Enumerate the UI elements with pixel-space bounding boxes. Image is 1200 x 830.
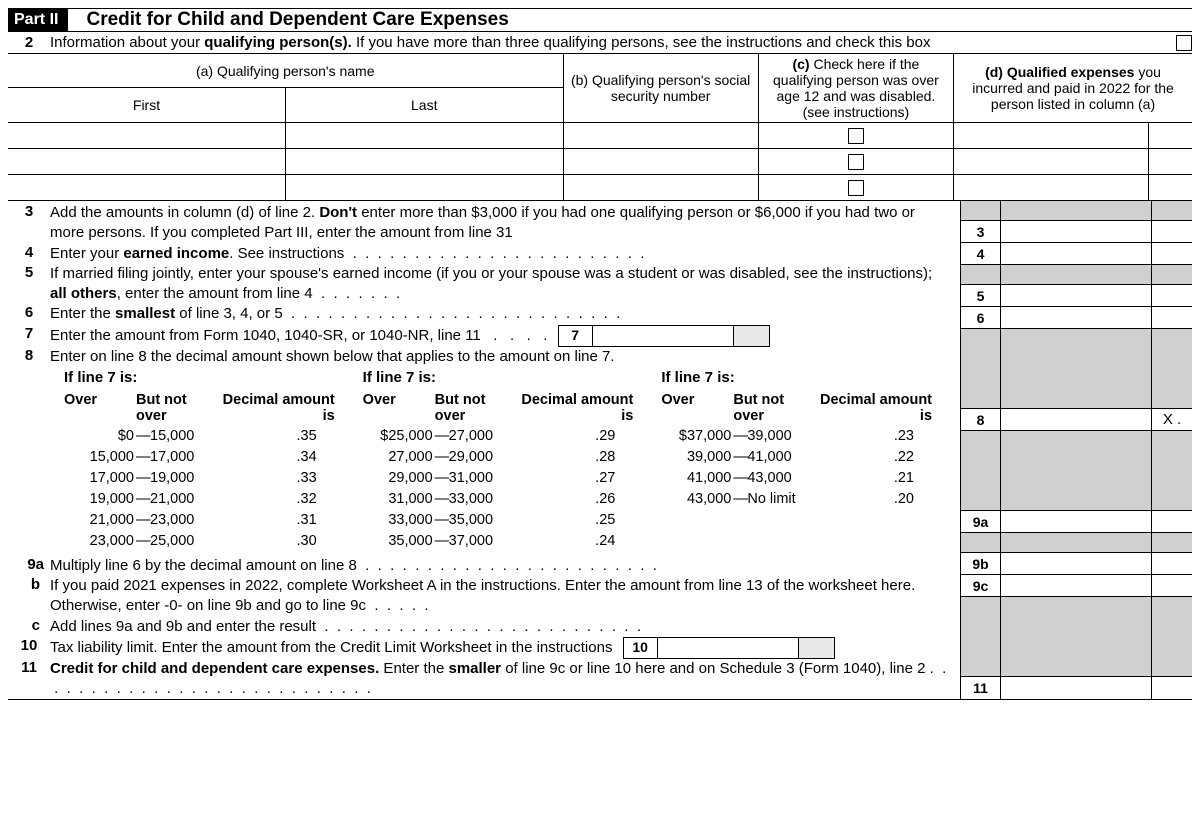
decimal-row: 35,000—37,000.24 xyxy=(363,531,644,552)
decimal-row: 27,000—29,000.28 xyxy=(363,447,644,468)
line-10-amount[interactable] xyxy=(658,638,798,658)
box-11: 11 xyxy=(961,677,1192,699)
decimal-row: 39,000—41,000.22 xyxy=(661,447,942,468)
col-last-header: Last xyxy=(286,88,564,123)
line-8: 8 Enter on line 8 the decimal amount sho… xyxy=(8,347,960,367)
decimal-row: 41,000—43,000.21 xyxy=(661,468,942,489)
line-10: 10 Tax liability limit. Enter the amount… xyxy=(8,637,960,659)
over12-cell xyxy=(758,123,953,149)
line-11: 11 Credit for child and dependent care e… xyxy=(8,659,960,700)
decimal-row: 21,000—23,000.31 xyxy=(64,510,345,531)
col-c-header: (c) Check here if the qualifying person … xyxy=(758,54,953,123)
col-d-header: (d) Qualified expenses you incurred and … xyxy=(954,54,1192,123)
part-title: Credit for Child and Dependent Care Expe… xyxy=(68,9,508,31)
dec-col-3: OverBut not overDecimal amount is $37,00… xyxy=(661,392,960,552)
decimal-row: 19,000—21,000.32 xyxy=(64,489,345,510)
expense-amount-cell[interactable] xyxy=(954,123,1149,149)
line-10-cents[interactable] xyxy=(798,638,834,658)
line-9a: 9a Multiply line 6 by the decimal amount… xyxy=(8,556,960,576)
decimal-row: $37,000—39,000.23 xyxy=(661,426,942,447)
if-line-7-headers: If line 7 is:If line 7 is:If line 7 is: xyxy=(64,369,960,386)
col-b-header: (b) Qualifying person's social security … xyxy=(563,54,758,123)
line-7: 7 Enter the amount from Form 1040, 1040-… xyxy=(8,325,960,347)
box-8: 8X . xyxy=(961,409,1192,431)
expense-cents-cell[interactable] xyxy=(1149,123,1192,149)
line-4: 4 Enter your earned income. See instruct… xyxy=(8,244,960,264)
line-6: 6 Enter the smallest of line 3, 4, or 5 … xyxy=(8,304,960,324)
dec-col-1: OverBut not overDecimal amount is $0—15,… xyxy=(64,392,363,552)
box-3: 3 xyxy=(961,221,1192,243)
box-9a: 9a xyxy=(961,511,1192,533)
box-9b: 9b xyxy=(961,553,1192,575)
table-row xyxy=(8,123,1192,149)
decimal-row: 29,000—31,000.27 xyxy=(363,468,644,489)
box-9c: 9c xyxy=(961,575,1192,597)
line-7-amount[interactable] xyxy=(593,326,733,346)
line-9b: b If you paid 2021 expenses in 2022, com… xyxy=(8,576,960,617)
part-header: Part II Credit for Child and Dependent C… xyxy=(8,8,1192,32)
line-7-amount-box: 7 xyxy=(558,325,770,347)
box-6: 6 xyxy=(961,307,1192,329)
more-than-three-checkbox[interactable] xyxy=(1176,35,1192,51)
part-badge: Part II xyxy=(8,9,68,31)
first-name-cell[interactable] xyxy=(8,123,286,149)
amount-column: 3 4 5 6 8X . 9a 9b 9c 11 xyxy=(960,201,1192,699)
table-row xyxy=(8,175,1192,201)
decimal-row: 31,000—33,000.26 xyxy=(363,489,644,510)
line-7-cents[interactable] xyxy=(733,326,769,346)
dec-col-2: OverBut not overDecimal amount is $25,00… xyxy=(363,392,662,552)
over12-checkbox[interactable] xyxy=(848,128,864,144)
decimal-row: 33,000—35,000.25 xyxy=(363,510,644,531)
form-2441-part2: Part II Credit for Child and Dependent C… xyxy=(8,8,1192,700)
line-2-num: 2 xyxy=(8,34,50,51)
decimal-row: 23,000—25,000.30 xyxy=(64,531,345,552)
lines-left: 3 Add the amounts in column (d) of line … xyxy=(8,201,960,699)
qualifying-persons-table: (a) Qualifying person's name (b) Qualify… xyxy=(8,54,1192,201)
decimal-row: 43,000—No limit.20 xyxy=(661,489,942,510)
line-2: 2 Information about your qualifying pers… xyxy=(8,32,1192,54)
last-name-cell[interactable] xyxy=(286,123,564,149)
decimal-table: OverBut not overDecimal amount is $0—15,… xyxy=(8,388,960,556)
decimal-row: $0—15,000.35 xyxy=(64,426,345,447)
box-4: 4 xyxy=(961,243,1192,265)
ssn-cell[interactable] xyxy=(563,123,758,149)
decimal-row: $25,000—27,000.29 xyxy=(363,426,644,447)
decimal-row: 15,000—17,000.34 xyxy=(64,447,345,468)
table-row xyxy=(8,149,1192,175)
col-a-header: (a) Qualifying person's name xyxy=(8,54,563,88)
over12-checkbox[interactable] xyxy=(848,180,864,196)
lines-3-11: 3 Add the amounts in column (d) of line … xyxy=(8,201,1192,700)
decimal-row: 17,000—19,000.33 xyxy=(64,468,345,489)
line-10-amount-box: 10 xyxy=(623,637,835,659)
line-2-text: Information about your qualifying person… xyxy=(50,34,1170,51)
col-first-header: First xyxy=(8,88,286,123)
line-5: 5 If married filing jointly, enter your … xyxy=(8,264,960,305)
over12-checkbox[interactable] xyxy=(848,154,864,170)
line-3: 3 Add the amounts in column (d) of line … xyxy=(8,203,960,244)
line-9c: c Add lines 9a and 9b and enter the resu… xyxy=(8,617,960,637)
box-5: 5 xyxy=(961,285,1192,307)
